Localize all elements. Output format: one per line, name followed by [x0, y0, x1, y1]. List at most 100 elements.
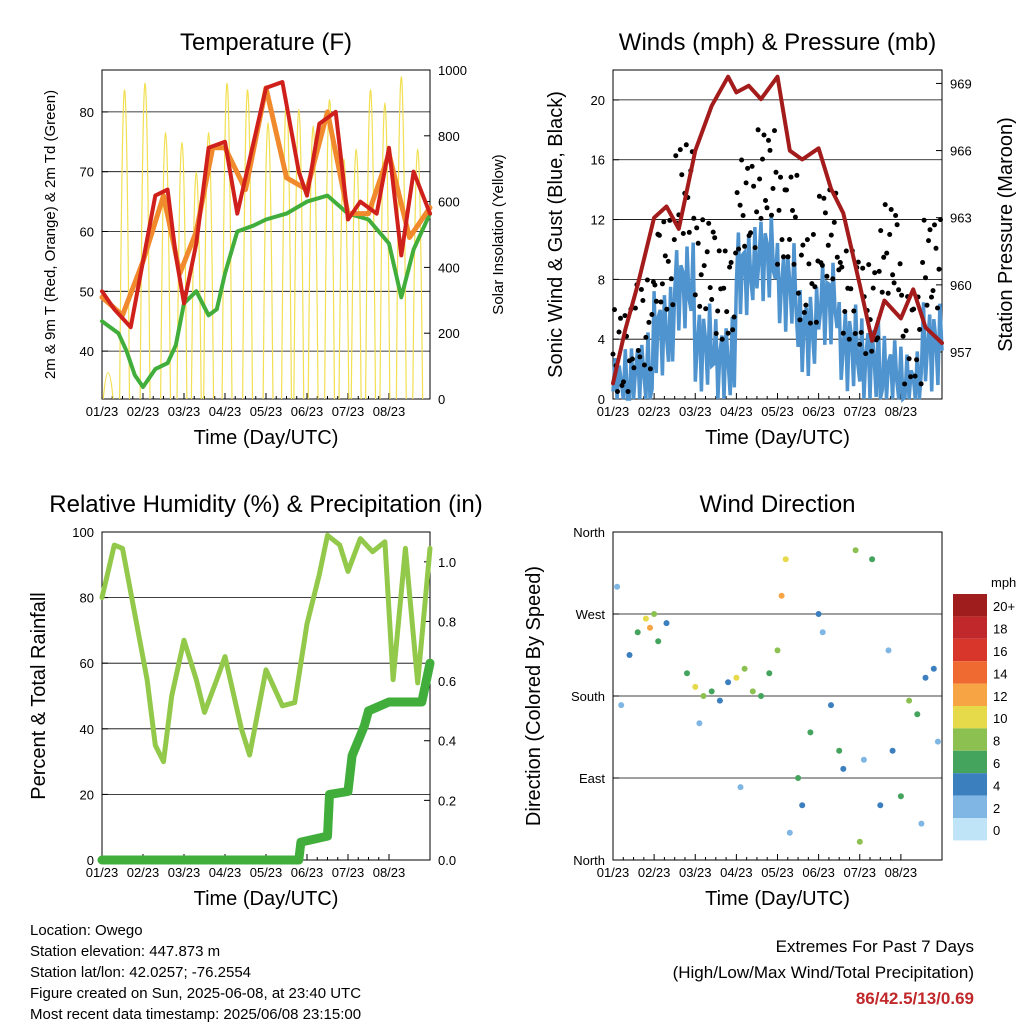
wind-gust-point: [775, 261, 780, 267]
wind-gust-point: [745, 165, 751, 171]
y-tick-label: 50: [80, 284, 94, 299]
wind-gust-point: [641, 362, 647, 368]
wind-direction-point: [815, 611, 822, 617]
x-tick-label: 03/23: [679, 865, 712, 880]
wind-gust-point: [680, 231, 686, 236]
y-tick-label: 0: [87, 853, 94, 868]
wind-gust-point: [803, 302, 809, 308]
wind-direction-point: [708, 688, 715, 695]
wind-gust-point: [632, 305, 638, 311]
wind-gust-point: [758, 215, 764, 221]
y-tick-label: 20: [591, 93, 605, 108]
wind-gust-point: [694, 225, 700, 231]
wind-gust-point: [879, 289, 885, 295]
solar-insolation-spike: [262, 122, 274, 400]
solar-insolation-spike: [119, 89, 131, 400]
y-tick-label: 8: [598, 272, 605, 287]
wind-gust-point: [857, 341, 863, 347]
wind-gust-point: [773, 169, 779, 175]
y2-tick-label: 0.6: [438, 674, 456, 689]
y-tick-label: 60: [80, 656, 94, 671]
wind-gust-point: [876, 268, 882, 274]
y2-tick-label: 966: [950, 144, 972, 159]
wind-gust-point: [721, 285, 727, 291]
wind-direction-point: [716, 697, 723, 704]
x-axis-label: Time (Day/UTC): [194, 888, 339, 910]
y2-axis-label: Solar Insolation (Yellow): [490, 154, 507, 314]
legend-label: 12: [993, 689, 1007, 704]
x-tick-label: 06/23: [291, 865, 324, 880]
wind-gust-point: [936, 266, 942, 272]
wind-gust-point: [668, 276, 674, 282]
wind-gust-point: [649, 312, 655, 317]
wind-gust-point: [754, 209, 760, 215]
wind-gust-point: [719, 336, 725, 342]
wind-gust-point: [740, 213, 746, 218]
x-tick-label: 01/23: [597, 404, 630, 419]
solar-insolation-spike: [324, 99, 336, 400]
wind-gust-point: [706, 220, 712, 226]
wind-gust-point: [698, 272, 704, 278]
x-tick-label: 04/23: [720, 865, 753, 880]
x-axis-label: Time (Day/UTC): [705, 427, 850, 449]
wind-gust-point: [736, 246, 742, 252]
wind-gust-point: [792, 214, 798, 220]
wind-gust-point: [610, 351, 616, 357]
wind-gust-point: [810, 232, 816, 237]
wind-gust-point: [912, 373, 918, 379]
x-tick-label: 07/23: [332, 404, 365, 419]
x-tick-label: 01/23: [86, 865, 119, 880]
wind-gust-point: [884, 250, 890, 256]
y-tick-label: 80: [80, 105, 94, 120]
wind-direction-point: [852, 547, 859, 554]
wind-gust-point: [935, 305, 940, 311]
wind-gust-point: [659, 281, 665, 287]
x-axis-label: Time (Day/UTC): [194, 427, 339, 449]
wind-gust-point: [843, 248, 849, 254]
wind-gust-point: [779, 237, 785, 243]
wind-gust-point: [625, 389, 631, 394]
wind-gust-point: [742, 243, 748, 249]
wind-gust-point: [908, 374, 914, 380]
wind-gust-point: [866, 262, 872, 268]
wind-direction-point: [799, 802, 806, 809]
legend-label: 14: [993, 666, 1007, 681]
x-tick-label: 04/23: [720, 404, 753, 419]
elevation-text: Station elevation: 447.873 m: [30, 943, 221, 960]
wind-direction-point: [914, 711, 921, 718]
wind-gust-point: [733, 250, 739, 256]
wind-gust-point: [770, 186, 776, 191]
wind-gust-point: [631, 365, 637, 371]
y-tick-label: 60: [80, 225, 94, 240]
wind-direction-point: [766, 670, 773, 677]
total-rainfall-line: [97, 658, 435, 865]
x-tick-label: 08/23: [885, 865, 918, 880]
wind-gust-point: [812, 284, 818, 290]
y-axis-label: 2m & 9m T (Red, Orange) & 2m Td (Green): [42, 90, 59, 379]
wind-gust-point: [902, 381, 908, 387]
solar-insolation-spike: [365, 89, 377, 400]
y2-tick-label: 0.2: [438, 793, 456, 808]
x-tick-label: 06/23: [802, 865, 835, 880]
wind-gust-point: [899, 292, 905, 298]
x-tick-label: 05/23: [250, 865, 283, 880]
wind-gust-point: [822, 210, 828, 216]
y-tick-label: 40: [80, 344, 94, 359]
wind-gust-point: [679, 172, 685, 178]
wind-gust-point: [640, 298, 646, 303]
wind-direction-point: [634, 629, 641, 636]
wind-gust-point: [615, 389, 620, 394]
solar-insolation-spike: [221, 82, 233, 400]
wind-gust-point: [825, 242, 831, 248]
chart-title: Wind Direction: [699, 491, 855, 518]
wind-gust-point: [781, 254, 786, 260]
wind-gust-point: [700, 217, 706, 223]
y2-tick-label: 400: [438, 260, 460, 275]
wind-direction-point: [860, 756, 867, 763]
wind-gust-point: [670, 302, 676, 308]
x-tick-label: 08/23: [373, 404, 406, 419]
wind-direction-point: [930, 665, 937, 672]
y2-tick-label: 200: [438, 326, 460, 341]
wind-gust-point: [839, 264, 845, 270]
wind-gust-point: [715, 308, 721, 314]
